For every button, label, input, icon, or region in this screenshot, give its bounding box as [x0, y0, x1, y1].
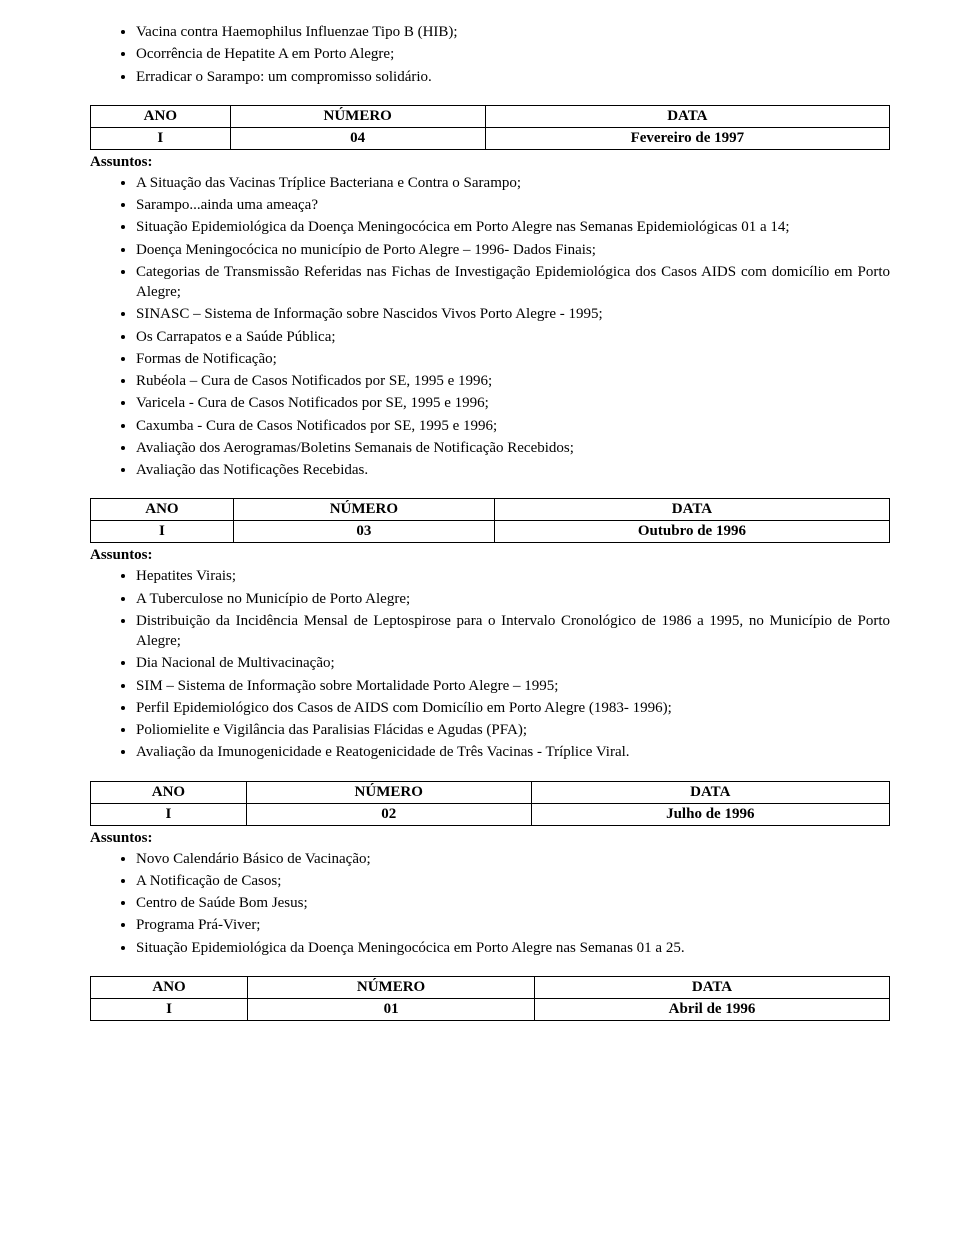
table-row: I 02 Julho de 1996 — [91, 803, 890, 825]
cell-ano: I — [91, 127, 231, 149]
cell-ano: I — [91, 803, 247, 825]
list-item: Os Carrapatos e a Saúde Pública; — [136, 327, 890, 347]
list-item: Avaliação das Notificações Recebidas. — [136, 460, 890, 480]
issue-section: ANO NÚMERO DATA I 04 Fevereiro de 1997 A… — [90, 105, 890, 481]
issue-table: ANO NÚMERO DATA I 01 Abril de 1996 — [90, 976, 890, 1021]
col-numero: NÚMERO — [246, 781, 531, 803]
list-item: Hepatites Virais; — [136, 566, 890, 586]
list-item: A Tuberculose no Município de Porto Aleg… — [136, 589, 890, 609]
page: Vacina contra Haemophilus Influenzae Tip… — [0, 0, 960, 1055]
col-numero: NÚMERO — [230, 105, 485, 127]
cell-data: Abril de 1996 — [535, 998, 890, 1020]
col-numero: NÚMERO — [233, 499, 494, 521]
col-ano: ANO — [91, 499, 234, 521]
list-item: SINASC – Sistema de Informação sobre Nas… — [136, 304, 890, 324]
issue-section: ANO NÚMERO DATA I 03 Outubro de 1996 Ass… — [90, 498, 890, 762]
list-item: Erradicar o Sarampo: um compromisso soli… — [136, 67, 890, 87]
table-row: I 01 Abril de 1996 — [91, 998, 890, 1020]
list-item: Ocorrência de Hepatite A em Porto Alegre… — [136, 44, 890, 64]
top-bullet-list: Vacina contra Haemophilus Influenzae Tip… — [90, 22, 890, 87]
bullet-list: Novo Calendário Básico de Vacinação; A N… — [90, 849, 890, 958]
cell-ano: I — [91, 998, 248, 1020]
col-data: DATA — [535, 976, 890, 998]
bullet-list: A Situação das Vacinas Tríplice Bacteria… — [90, 173, 890, 481]
table-row: I 04 Fevereiro de 1997 — [91, 127, 890, 149]
list-item: Situação Epidemiológica da Doença Mening… — [136, 217, 890, 237]
assuntos-label: Assuntos: — [90, 547, 890, 564]
list-item: Vacina contra Haemophilus Influenzae Tip… — [136, 22, 890, 42]
list-item: Centro de Saúde Bom Jesus; — [136, 893, 890, 913]
list-item: Perfil Epidemiológico dos Casos de AIDS … — [136, 698, 890, 718]
col-data: DATA — [531, 781, 889, 803]
cell-numero: 02 — [246, 803, 531, 825]
col-ano: ANO — [91, 781, 247, 803]
list-item: Formas de Notificação; — [136, 349, 890, 369]
table-header-row: ANO NÚMERO DATA — [91, 105, 890, 127]
cell-numero: 03 — [233, 521, 494, 543]
list-item: Novo Calendário Básico de Vacinação; — [136, 849, 890, 869]
list-item: Distribuição da Incidência Mensal de Lep… — [136, 611, 890, 652]
col-data: DATA — [494, 499, 889, 521]
list-item: A Notificação de Casos; — [136, 871, 890, 891]
assuntos-label: Assuntos: — [90, 830, 890, 847]
assuntos-label: Assuntos: — [90, 154, 890, 171]
list-item: Doença Meningocócica no município de Por… — [136, 240, 890, 260]
bullet-list: Hepatites Virais; A Tuberculose no Munic… — [90, 566, 890, 762]
cell-numero: 01 — [248, 998, 535, 1020]
list-item: Sarampo...ainda uma ameaça? — [136, 195, 890, 215]
table-header-row: ANO NÚMERO DATA — [91, 781, 890, 803]
list-item: Dia Nacional de Multivacinação; — [136, 653, 890, 673]
issue-table: ANO NÚMERO DATA I 04 Fevereiro de 1997 — [90, 105, 890, 150]
col-ano: ANO — [91, 105, 231, 127]
issue-section: ANO NÚMERO DATA I 02 Julho de 1996 Assun… — [90, 781, 890, 958]
cell-data: Fevereiro de 1997 — [485, 127, 889, 149]
list-item: Categorias de Transmissão Referidas nas … — [136, 262, 890, 303]
list-item: Rubéola – Cura de Casos Notificados por … — [136, 371, 890, 391]
table-header-row: ANO NÚMERO DATA — [91, 499, 890, 521]
table-header-row: ANO NÚMERO DATA — [91, 976, 890, 998]
list-item: Caxumba - Cura de Casos Notificados por … — [136, 416, 890, 436]
cell-data: Outubro de 1996 — [494, 521, 889, 543]
cell-numero: 04 — [230, 127, 485, 149]
list-item: Situação Epidemiológica da Doença Mening… — [136, 938, 890, 958]
issue-section: ANO NÚMERO DATA I 01 Abril de 1996 — [90, 976, 890, 1021]
issue-table: ANO NÚMERO DATA I 02 Julho de 1996 — [90, 781, 890, 826]
cell-ano: I — [91, 521, 234, 543]
list-item: Varicela - Cura de Casos Notificados por… — [136, 393, 890, 413]
cell-data: Julho de 1996 — [531, 803, 889, 825]
table-row: I 03 Outubro de 1996 — [91, 521, 890, 543]
col-ano: ANO — [91, 976, 248, 998]
col-numero: NÚMERO — [248, 976, 535, 998]
col-data: DATA — [485, 105, 889, 127]
list-item: Poliomielite e Vigilância das Paralisias… — [136, 720, 890, 740]
list-item: Avaliação dos Aerogramas/Boletins Semana… — [136, 438, 890, 458]
list-item: A Situação das Vacinas Tríplice Bacteria… — [136, 173, 890, 193]
issue-table: ANO NÚMERO DATA I 03 Outubro de 1996 — [90, 498, 890, 543]
list-item: Avaliação da Imunogenicidade e Reatogeni… — [136, 742, 890, 762]
list-item: Programa Prá-Viver; — [136, 915, 890, 935]
list-item: SIM – Sistema de Informação sobre Mortal… — [136, 676, 890, 696]
